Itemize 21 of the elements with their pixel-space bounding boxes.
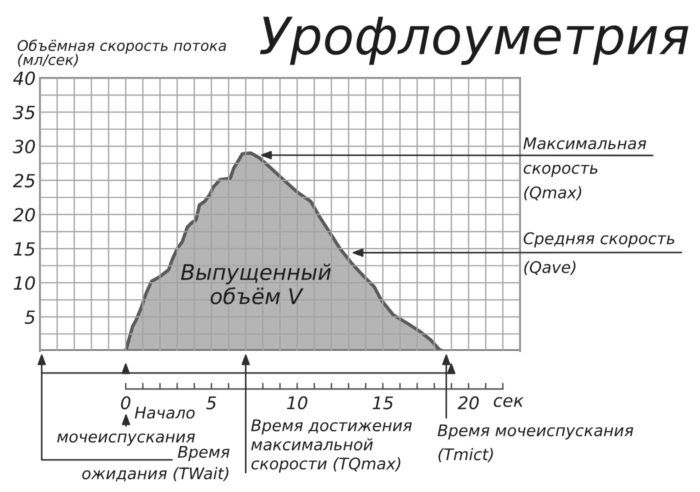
annotation: Выпущенный объём V (180, 264, 331, 304)
annotation: Средняя скорость (Qave) (524, 232, 674, 276)
annotation: Время ожидания (TWait) (82, 446, 230, 482)
y-tick-label: 15 (14, 242, 35, 256)
x-tick-label: 10 (286, 396, 308, 410)
annotation: Время достижения максимальной скорости (TQmax) (251, 419, 412, 473)
y-tick-label: 5 (24, 310, 35, 324)
x-tick-label: 20 (458, 396, 479, 410)
y-tick-label: 35 (12, 106, 35, 120)
y-tick-label: 30 (12, 140, 35, 154)
y-tick-label: 25 (12, 174, 35, 188)
x-axis-title: сек (494, 397, 524, 408)
x-tick-label: 5 (206, 396, 216, 410)
x-tick-label: 15 (372, 396, 393, 410)
annotation: Максимальная скорость (Qmax) (523, 137, 646, 200)
y-axis-title: Объёмная скорость потока (мл/сек) (18, 40, 226, 67)
chart-title: Урофлоуметрия (260, 16, 688, 65)
annotation: Время мочеиспускания (Tmict) (438, 424, 634, 462)
y-tick-label: 40 (13, 71, 35, 86)
y-tick-label: 20 (12, 208, 35, 222)
y-tick-label: 10 (14, 276, 35, 290)
